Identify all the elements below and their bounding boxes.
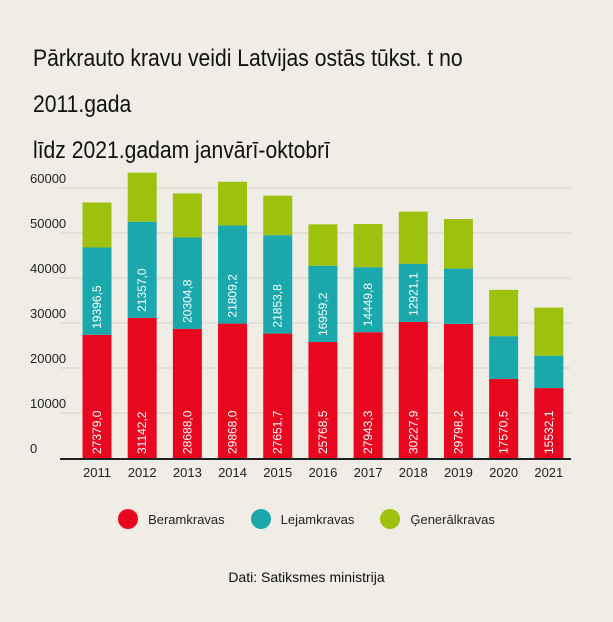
y-tick-label: 40000 [30, 261, 66, 276]
data-label: 27651,7 [271, 410, 285, 454]
bar-segment-lejamkravas [443, 268, 473, 324]
bar-segment-ģenerālkravas [398, 211, 428, 264]
bar-segment-ģenerālkravas [218, 181, 248, 226]
bar-segment-lejamkravas [82, 247, 112, 335]
bar-segment-beramkravas [534, 388, 564, 458]
bar-segment-beramkravas [308, 342, 338, 458]
data-label: 31142,2 [135, 411, 149, 454]
source-note: Dati: Satiksmes ministrija [228, 569, 385, 585]
bar-segment-beramkravas [353, 332, 383, 458]
x-tick-label: 2019 [444, 465, 473, 480]
chart-title-line-2: līdz 2021.gadam janvārī-oktobrī [33, 137, 331, 164]
data-label: 27379,0 [90, 410, 104, 454]
legend-label-generalkravas: Ģenerālkravas [410, 511, 495, 527]
data-label: 17570,5 [497, 410, 511, 454]
data-label: 20304,8 [180, 279, 194, 323]
data-label: 21809,2 [226, 274, 240, 318]
bar-segment-ģenerālkravas [172, 193, 202, 238]
data-label: 16959,2 [316, 292, 330, 336]
legend-item-lejamkravas: Lejamkravas [250, 509, 355, 529]
bar-segment-ģenerālkravas [489, 289, 519, 337]
legend-swatch-beramkravas [118, 509, 139, 529]
bar-segment-beramkravas [127, 317, 157, 458]
bar-segment-beramkravas [443, 323, 473, 458]
data-label: 29868,0 [226, 410, 240, 454]
data-label: 14449,8 [361, 283, 375, 327]
data-label: 27943,3 [361, 410, 375, 454]
chart-title-line-1: Pārkrauto kravu veidi Latvijas ostās tūk… [33, 45, 463, 118]
x-tick-label: 2012 [128, 465, 157, 480]
legend-item-beramkravas: Beramkravas [118, 509, 225, 529]
axis-layer: 0 10000 20000 30000 40000 50000 60000 2011 2012 2… [30, 171, 571, 480]
bar-segment-beramkravas [82, 334, 112, 458]
bar-segment-lejamkravas [308, 265, 338, 343]
bar-segment-lejamkravas [353, 267, 383, 333]
bar-segment-ģenerālkravas [127, 172, 157, 222]
data-label: 28688,0 [180, 410, 194, 454]
x-tick-label: 2011 [83, 465, 111, 480]
bar-segment-lejamkravas [172, 237, 202, 329]
bars-layer: 27379,0 19396,5 31142,2 21357,0 28688,0 20304… [82, 172, 564, 458]
x-tick-label: 2016 [308, 465, 337, 480]
y-tick-label: 30000 [30, 306, 66, 321]
x-tick-label: 2021 [534, 465, 563, 480]
x-tick-label: 2014 [218, 465, 247, 480]
legend-swatch-generalkravas [380, 509, 401, 529]
bar-segment-lejamkravas [218, 225, 248, 324]
data-label: 15532,1 [542, 410, 556, 454]
bar-segment-beramkravas [263, 333, 293, 458]
bar-segment-lejamkravas [398, 263, 428, 322]
data-label: 25768,5 [316, 410, 330, 454]
legend-swatch-lejamkravas [250, 509, 271, 529]
bar-segment-ģenerālkravas [534, 307, 564, 356]
bar-segment-ģenerālkravas [353, 224, 383, 268]
x-tick-label: 2018 [399, 465, 428, 480]
data-label: 21853,8 [271, 284, 285, 328]
x-tick-label: 2013 [173, 465, 202, 480]
bar-segment-lejamkravas [127, 221, 157, 318]
bar-segment-ģenerālkravas [263, 195, 293, 236]
bar-segment-ģenerālkravas [308, 224, 338, 266]
bar-segment-ģenerālkravas [443, 219, 473, 269]
data-label: 21357,0 [135, 268, 149, 312]
bar-segment-lejamkravas [263, 235, 293, 334]
bar-segment-lejamkravas [534, 355, 564, 389]
y-tick-label: 50000 [30, 216, 66, 231]
data-label: 19396,5 [90, 285, 104, 329]
data-label: 29798,2 [451, 410, 465, 454]
x-tick-label: 2017 [354, 465, 383, 480]
legend: Beramkravas Lejamkravas Ģenerālkravas [0, 509, 613, 529]
data-label: 12921,1 [406, 272, 420, 316]
y-tick-label: 60000 [30, 171, 66, 186]
y-tick-label: 0 [30, 441, 37, 456]
data-label: 30227,9 [406, 410, 420, 454]
legend-label-beramkravas: Beramkravas [148, 511, 225, 527]
bar-segment-beramkravas [398, 321, 428, 458]
legend-label-lejamkravas: Lejamkravas [280, 511, 355, 527]
y-tick-label: 10000 [30, 396, 66, 411]
bar-segment-beramkravas [218, 323, 248, 458]
x-tick-label: 2015 [263, 465, 292, 480]
x-tick-label: 2020 [489, 465, 518, 480]
bar-segment-beramkravas [172, 328, 202, 458]
chart-title: Pārkrauto kravu veidi Latvijas ostās tūk… [33, 36, 526, 174]
bar-segment-beramkravas [489, 378, 519, 458]
bar-segment-lejamkravas [489, 336, 519, 379]
legend-item-generalkravas: Ģenerālkravas [380, 509, 495, 529]
bar-segment-ģenerālkravas [82, 202, 112, 248]
y-tick-label: 20000 [30, 351, 66, 366]
